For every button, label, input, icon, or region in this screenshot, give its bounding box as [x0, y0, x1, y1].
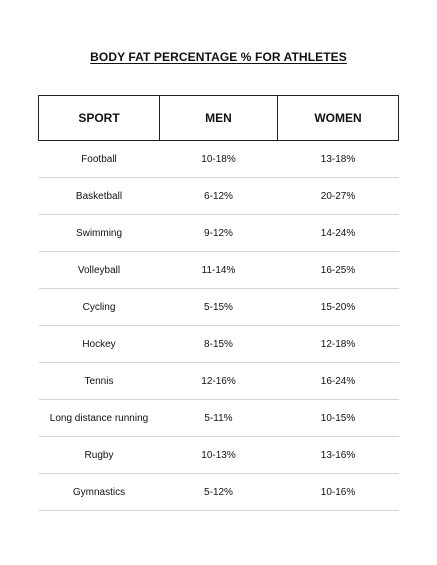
women-cell: 20-27% [277, 177, 399, 215]
table-row: Cycling 5-15% 15-20% [38, 288, 399, 326]
table-row: Gymnastics 5-12% 10-16% [38, 473, 399, 511]
table-row: Long distance running 5-11% 10-15% [38, 399, 399, 437]
table-row: Football 10-18% 13-18% [38, 140, 399, 178]
women-cell: 15-20% [277, 288, 399, 326]
men-cell: 11-14% [159, 251, 278, 289]
header-row: SPORT MEN WOMEN [38, 95, 399, 141]
men-cell: 9-12% [159, 214, 278, 252]
women-cell: 13-18% [277, 140, 399, 178]
table-row: Swimming 9-12% 14-24% [38, 214, 399, 252]
table-header: SPORT MEN WOMEN [38, 95, 399, 141]
sport-cell: Swimming [38, 214, 160, 252]
men-cell: 8-15% [159, 325, 278, 363]
table-row: Basketball 6-12% 20-27% [38, 177, 399, 215]
sport-cell: Gymnastics [38, 473, 160, 511]
men-cell: 12-16% [159, 362, 278, 400]
sport-cell: Basketball [38, 177, 160, 215]
sport-cell: Hockey [38, 325, 160, 363]
women-cell: 10-15% [277, 399, 399, 437]
women-cell: 13-16% [277, 436, 399, 474]
women-cell: 12-18% [277, 325, 399, 363]
women-cell: 16-24% [277, 362, 399, 400]
sport-cell: Volleyball [38, 251, 160, 289]
table-body: Football 10-18% 13-18% Basketball 6-12% … [38, 140, 399, 511]
sport-cell: Cycling [38, 288, 160, 326]
men-cell: 5-12% [159, 473, 278, 511]
sport-cell: Rugby [38, 436, 160, 474]
body-fat-table: SPORT MEN WOMEN Football 10-18% 13-18% B… [38, 95, 399, 511]
table-row: Hockey 8-15% 12-18% [38, 325, 399, 363]
page-title: BODY FAT PERCENTAGE % FOR ATHLETES [90, 50, 347, 64]
table-row: Volleyball 11-14% 16-25% [38, 251, 399, 289]
women-cell: 16-25% [277, 251, 399, 289]
women-cell: 14-24% [277, 214, 399, 252]
men-cell: 10-18% [159, 140, 278, 178]
sport-cell: Long distance running [38, 399, 160, 437]
column-header-sport: SPORT [38, 95, 160, 141]
men-cell: 6-12% [159, 177, 278, 215]
column-header-men: MEN [159, 95, 278, 141]
sport-cell: Tennis [38, 362, 160, 400]
table-row: Rugby 10-13% 13-16% [38, 436, 399, 474]
sport-cell: Football [38, 140, 160, 178]
men-cell: 5-11% [159, 399, 278, 437]
table-row: Tennis 12-16% 16-24% [38, 362, 399, 400]
men-cell: 5-15% [159, 288, 278, 326]
men-cell: 10-13% [159, 436, 278, 474]
women-cell: 10-16% [277, 473, 399, 511]
column-header-women: WOMEN [277, 95, 399, 141]
